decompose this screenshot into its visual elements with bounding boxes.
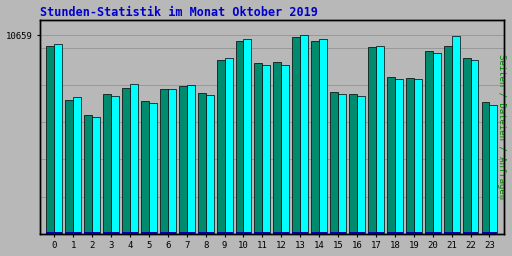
Bar [357,96,365,234]
Bar [46,232,54,234]
Bar [103,94,111,234]
Bar [406,78,414,234]
Bar [179,232,187,234]
Bar [349,94,357,234]
Bar [433,232,441,234]
Bar [444,46,452,234]
Bar [463,58,471,234]
Bar [46,46,54,234]
Bar [206,232,214,234]
Bar [198,93,206,234]
Bar [122,232,130,234]
Bar [330,92,338,234]
Bar [84,232,92,234]
Bar [168,232,176,234]
Bar [273,62,281,234]
Bar [471,60,479,234]
Bar [111,96,119,234]
Bar [425,232,433,234]
Bar [452,36,460,234]
Bar [217,60,225,234]
Bar [149,103,157,234]
Bar [244,232,251,234]
Bar [206,95,214,234]
Bar [395,232,403,234]
Bar [54,44,62,234]
Bar [471,232,479,234]
Bar [330,232,338,234]
Bar [300,232,308,234]
Bar [236,232,244,234]
Bar [103,232,111,234]
Bar [311,232,319,234]
Bar [395,79,403,234]
Bar [338,94,346,234]
Bar [54,232,62,234]
Bar [444,232,452,234]
Bar [65,232,73,234]
Bar [311,40,319,234]
Bar [300,35,308,234]
Bar [489,105,498,234]
Bar [217,232,225,234]
Bar [281,65,289,234]
Bar [111,232,119,234]
Bar [263,232,270,234]
Bar [244,39,251,234]
Bar [73,97,81,234]
Bar [187,85,195,234]
Bar [122,88,130,234]
Bar [73,232,81,234]
Bar [236,40,244,234]
Bar [254,232,263,234]
Bar [130,84,138,234]
Bar [130,232,138,234]
Bar [281,232,289,234]
Bar [65,100,73,234]
Bar [481,102,489,234]
Bar [160,232,168,234]
Bar [225,232,232,234]
Bar [273,232,281,234]
Bar [92,118,100,234]
Bar [149,232,157,234]
Bar [141,101,149,234]
Bar [463,232,471,234]
Bar [376,232,384,234]
Bar [387,77,395,234]
Bar [433,53,441,234]
Text: Stunden-Statistik im Monat Oktober 2019: Stunden-Statistik im Monat Oktober 2019 [40,6,318,18]
Bar [292,37,300,234]
Bar [198,232,206,234]
Y-axis label: Seiten / Dateien / Anfragen: Seiten / Dateien / Anfragen [498,54,506,199]
Bar [357,232,365,234]
Bar [92,232,100,234]
Bar [489,232,498,234]
Bar [414,232,422,234]
Bar [338,232,346,234]
Bar [263,65,270,234]
Bar [141,232,149,234]
Bar [368,47,376,234]
Bar [452,232,460,234]
Bar [387,232,395,234]
Bar [414,79,422,234]
Bar [160,89,168,234]
Bar [368,232,376,234]
Bar [319,39,327,234]
Bar [376,46,384,234]
Bar [425,51,433,234]
Bar [225,58,232,234]
Bar [187,232,195,234]
Bar [481,232,489,234]
Bar [349,232,357,234]
Bar [319,232,327,234]
Bar [179,86,187,234]
Bar [168,89,176,234]
Bar [84,115,92,234]
Bar [254,62,263,234]
Bar [292,232,300,234]
Bar [406,232,414,234]
